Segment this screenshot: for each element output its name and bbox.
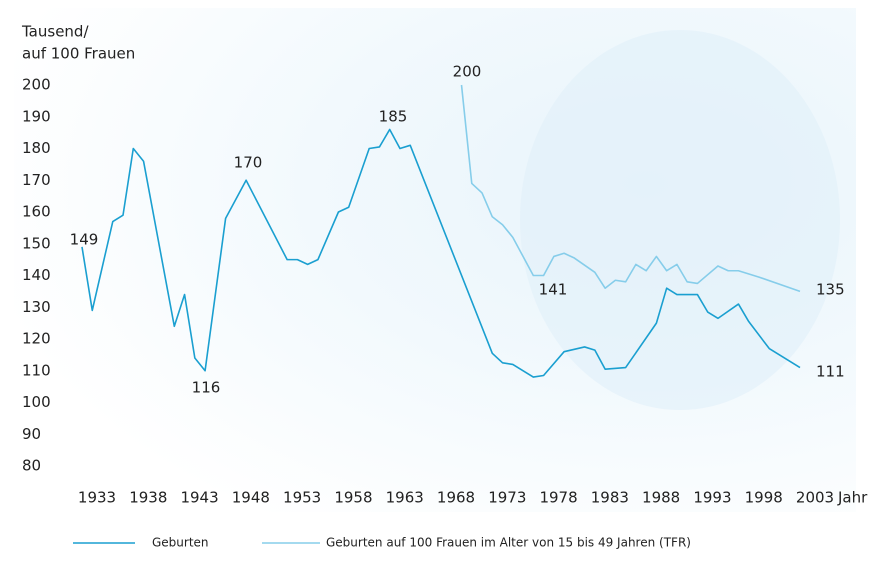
y-tick-label: 160 [22,203,51,221]
annotation: 200 [453,63,482,81]
background-shape [520,30,840,410]
y-tick-label: 200 [22,76,51,94]
annotation: 111 [816,363,845,381]
y-tick-label: 120 [22,330,51,348]
x-tick-label: 1968 [437,489,475,507]
y-tick-label: 80 [22,457,41,475]
page: Tausend/ auf 100 Frauen Jahr 80 90 100 110 1… [0,0,870,563]
legend-label: Geburten [152,536,209,550]
x-tick-label: 1963 [386,489,424,507]
x-tick-label: 1933 [78,489,116,507]
x-tick-label: 1993 [693,489,731,507]
y-label: auf 100 Frauen [22,45,135,63]
chart: Tausend/ auf 100 Frauen Jahr 80 90 100 110 1… [0,0,870,563]
annotation: 116 [192,379,221,397]
y-tick-label: 110 [22,361,51,379]
annotation: 135 [816,281,845,299]
annotation: 149 [70,231,99,249]
x-tick-label: 2003 [796,489,834,507]
y-tick-label: 190 [22,107,51,125]
x-tick-label: 1973 [488,489,526,507]
x-tick-label: 1943 [180,489,218,507]
x-tick-label: 1948 [232,489,270,507]
y-tick-label: 90 [22,425,41,443]
y-tick-label: 130 [22,298,51,316]
x-tick-label: 1958 [334,489,372,507]
x-tick-label: 1978 [539,489,577,507]
y-tick-label: 180 [22,139,51,157]
annotation: 185 [379,108,408,126]
y-label: Tausend/ [21,23,89,41]
x-tick-label: 1953 [283,489,321,507]
legend-label: Geburten auf 100 Frauen im Alter von 15 … [326,536,691,550]
y-tick-label: 100 [22,393,51,411]
annotation: 141 [539,281,568,299]
x-tick-label: 1988 [642,489,680,507]
y-tick-label: 140 [22,266,51,284]
x-label: Jahr [837,489,868,507]
y-tick-label: 150 [22,234,51,252]
x-tick-label: 1998 [745,489,783,507]
y-tick-label: 170 [22,171,51,189]
x-tick-label: 1983 [591,489,629,507]
x-tick-label: 1938 [129,489,167,507]
annotation: 170 [234,154,263,172]
